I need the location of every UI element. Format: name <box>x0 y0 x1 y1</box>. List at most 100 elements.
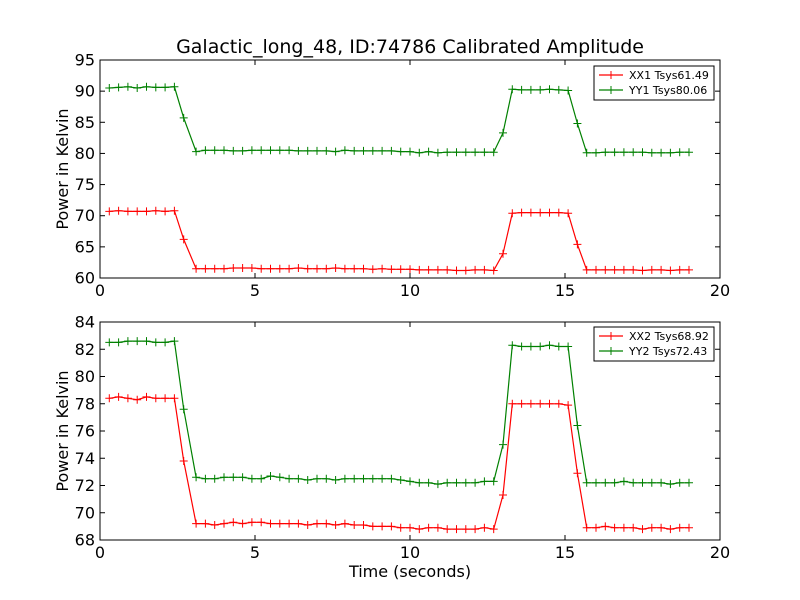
data-point <box>123 82 132 91</box>
data-point <box>489 148 498 157</box>
y-tick-label: 70 <box>75 206 95 225</box>
legend-label: YY1 Tsys80.06 <box>628 84 707 97</box>
data-point <box>285 474 294 483</box>
legend-marker <box>607 86 615 94</box>
chart-title: Galactic_long_48, ID:74786 Calibrated Am… <box>176 36 644 58</box>
data-point <box>201 474 210 483</box>
data-point <box>123 394 132 403</box>
data-point <box>114 338 123 347</box>
data-point <box>285 519 294 528</box>
data-point <box>368 522 377 531</box>
data-point <box>210 264 219 273</box>
x-tick-label: 15 <box>555 281 575 300</box>
data-point <box>415 525 424 534</box>
data-point <box>675 478 684 487</box>
data-point <box>638 148 647 157</box>
data-point <box>303 146 312 155</box>
data-point <box>220 146 228 155</box>
legend: XX2 Tsys68.92 YY2 Tsys72.43 <box>593 326 715 362</box>
data-point <box>685 478 693 487</box>
x-tick-label: 20 <box>710 543 730 562</box>
data-point <box>508 209 517 218</box>
data-point <box>151 83 160 92</box>
data-point <box>573 240 582 249</box>
data-point <box>647 148 656 157</box>
data-point <box>610 148 619 157</box>
data-point <box>601 265 610 274</box>
data-point <box>350 521 359 529</box>
data-point <box>266 264 275 273</box>
data-point <box>322 474 331 483</box>
data-point <box>554 85 563 94</box>
data-point <box>629 265 638 274</box>
data-point <box>350 146 359 155</box>
y-axis-label: Power in Kelvin <box>53 370 72 491</box>
data-point <box>517 399 526 408</box>
data-point <box>471 525 480 534</box>
y-tick-label: 84 <box>75 313 95 332</box>
data-point <box>554 208 563 217</box>
series-yy <box>105 82 693 157</box>
x-tick-label: 20 <box>710 281 730 300</box>
data-point <box>238 473 247 482</box>
top-plot-panel: 0 5 10 15 20 60 65 70 75 80 85 90 95 Power in Kelvin X… <box>53 51 730 301</box>
data-point <box>536 342 545 351</box>
data-point <box>114 206 123 215</box>
x-tick-label: 10 <box>400 543 420 562</box>
data-point <box>340 474 349 483</box>
data-point <box>192 147 201 156</box>
data-point <box>536 208 545 217</box>
data-point <box>545 85 554 94</box>
data-point <box>526 342 535 351</box>
legend-marker <box>607 332 615 340</box>
data-point <box>387 474 396 483</box>
data-point <box>179 457 188 465</box>
data-point <box>313 146 321 155</box>
data-point <box>294 474 303 483</box>
data-point <box>387 522 396 531</box>
legend-marker <box>607 347 615 355</box>
y-tick-label: 75 <box>75 175 95 194</box>
data-point <box>170 394 179 403</box>
data-point <box>238 146 247 155</box>
data-point <box>161 207 170 216</box>
data-point <box>247 264 256 272</box>
data-point <box>499 128 507 137</box>
data-point <box>294 519 303 528</box>
data-point <box>133 84 142 92</box>
data-point <box>443 265 452 274</box>
data-point <box>396 476 405 484</box>
data-point <box>629 148 638 157</box>
data-point <box>675 265 684 274</box>
data-point <box>545 399 554 408</box>
data-point <box>666 525 675 534</box>
legend-box <box>593 326 715 362</box>
data-point <box>406 523 414 532</box>
data-point <box>387 265 396 274</box>
data-point <box>554 342 563 351</box>
data-point <box>657 523 666 532</box>
data-point <box>210 474 219 483</box>
data-point <box>452 148 461 157</box>
data-point <box>396 265 405 274</box>
data-point <box>564 86 573 95</box>
data-point <box>396 147 405 156</box>
data-point <box>666 148 675 157</box>
data-point <box>564 401 573 410</box>
data-point <box>499 440 507 449</box>
data-point <box>123 337 132 346</box>
data-point <box>275 264 284 273</box>
data-point <box>517 342 526 351</box>
data-point <box>114 83 123 92</box>
data-point <box>517 85 526 94</box>
data-point <box>471 478 480 487</box>
data-point <box>685 523 693 532</box>
data-point <box>657 265 666 274</box>
legend: XX1 Tsys61.49 YY1 Tsys80.06 <box>593 65 715 101</box>
data-point <box>359 521 368 529</box>
data-point <box>105 394 114 403</box>
data-point <box>142 82 151 91</box>
data-point <box>151 206 160 215</box>
data-point <box>285 146 294 155</box>
y-tick-label: 70 <box>75 503 95 522</box>
